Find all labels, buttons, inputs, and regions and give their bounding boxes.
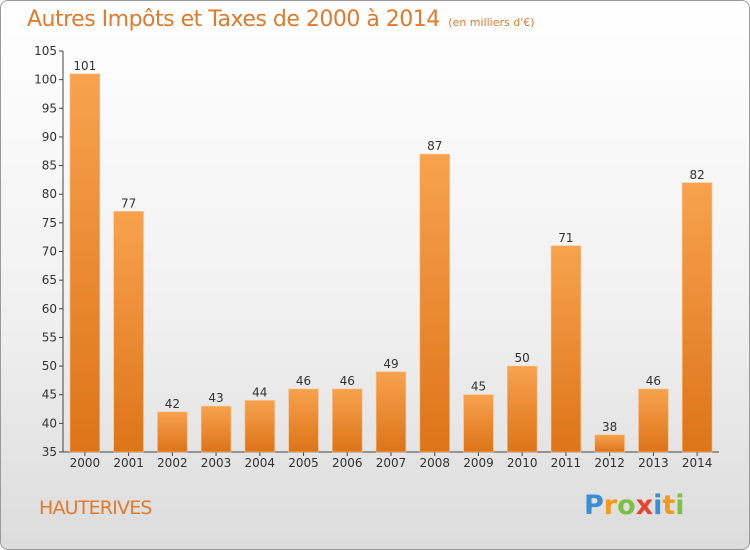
y-tick-label: 45: [42, 388, 57, 402]
x-tick-label: 2011: [551, 456, 582, 470]
y-tick-label: 100: [34, 73, 57, 87]
x-tick-label: 2004: [245, 456, 276, 470]
data-label: 50: [515, 351, 530, 365]
data-label: 44: [252, 385, 267, 399]
x-tick-label: 2000: [70, 456, 101, 470]
y-tick-label: 80: [42, 187, 57, 201]
y-tick-label: 75: [42, 216, 57, 230]
x-tick-label: 2010: [507, 456, 538, 470]
chart-labels: 101 2000 77 2001 42 2002 43 2003 44 2004 46 2005 46 2…: [70, 59, 713, 470]
data-label: 45: [471, 380, 486, 394]
bar-2011: [550, 245, 582, 453]
y-tick-label: 95: [42, 101, 57, 115]
proxiti-logo[interactable]: Proxiti: [584, 490, 685, 521]
logo-letter: i: [675, 490, 685, 521]
y-tick-label: 105: [34, 44, 57, 58]
x-tick-label: 2006: [332, 456, 363, 470]
bar-2013: [638, 388, 669, 453]
data-label: 43: [208, 391, 223, 405]
data-label: 101: [73, 59, 96, 73]
data-label: 49: [383, 357, 398, 371]
data-label: 46: [340, 374, 355, 388]
x-tick-label: 2007: [376, 456, 407, 470]
data-label: 82: [689, 168, 704, 182]
data-label: 38: [602, 420, 617, 434]
place-name: HAUTERIVES: [39, 497, 152, 519]
data-label: 42: [165, 397, 180, 411]
y-tick-label: 65: [42, 273, 57, 287]
logo-letter: i: [653, 490, 663, 521]
chart-axes: 35 40 45 50 55 60 65 70 75 80 85 90 95 100 105: [34, 44, 719, 459]
y-tick-label: 35: [42, 445, 57, 459]
bar-2006: [332, 388, 363, 453]
y-tick-label: 85: [42, 159, 57, 173]
x-tick-label: 2001: [113, 456, 144, 470]
y-tick-label: 60: [42, 302, 57, 316]
x-tick-label: 2002: [157, 456, 188, 470]
bar-2007: [375, 371, 407, 453]
logo-letter: P: [584, 490, 604, 521]
y-tick-label: 70: [42, 245, 57, 259]
chart-title: Autres Impôts et Taxes de 2000 à 2014: [27, 7, 440, 32]
x-tick-label: 2013: [638, 456, 669, 470]
x-tick-label: 2005: [288, 456, 319, 470]
y-tick-label: 55: [42, 330, 57, 344]
logo-letter: r: [603, 490, 618, 521]
chart-bars: [69, 73, 713, 453]
bar-2009: [463, 394, 494, 453]
data-label: 77: [121, 196, 136, 210]
bar-2008: [419, 153, 450, 453]
chart-title-row: Autres Impôts et Taxes de 2000 à 2014 (e…: [27, 7, 535, 32]
chart-subtitle: (en milliers d'€): [448, 16, 535, 29]
bar-2010: [507, 365, 538, 453]
data-label: 46: [296, 374, 311, 388]
y-tick-label: 90: [42, 130, 57, 144]
bar-2005: [288, 388, 319, 453]
logo-letter: o: [617, 490, 636, 521]
bar-2000: [69, 73, 101, 453]
bar-2001: [113, 211, 144, 453]
logo-letter: x: [635, 490, 654, 521]
y-tick-label: 40: [42, 416, 57, 430]
bar-2004: [244, 400, 275, 453]
logo-letter: t: [662, 490, 676, 521]
x-tick-label: 2003: [201, 456, 232, 470]
y-tick-label: 50: [42, 359, 57, 373]
data-label: 87: [427, 139, 442, 153]
x-tick-label: 2009: [463, 456, 494, 470]
bar-2012: [594, 434, 625, 453]
bar-2014: [681, 182, 713, 453]
data-label: 46: [646, 374, 661, 388]
bar-2002: [157, 411, 188, 453]
x-tick-label: 2014: [682, 456, 713, 470]
x-tick-label: 2012: [594, 456, 625, 470]
data-label: 71: [558, 231, 573, 245]
bar-2003: [200, 405, 232, 453]
x-tick-label: 2008: [419, 456, 450, 470]
